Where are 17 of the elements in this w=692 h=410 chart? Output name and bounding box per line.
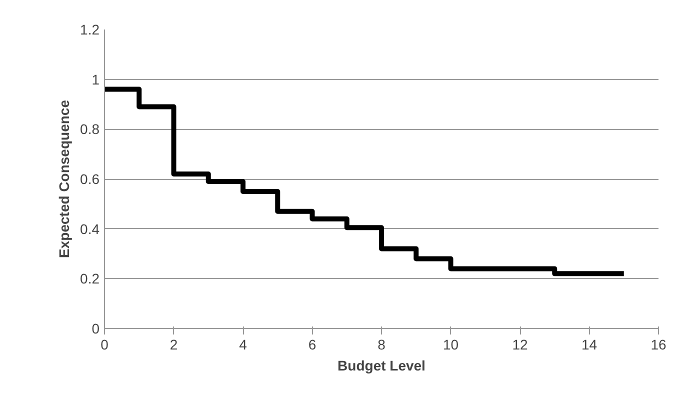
- y-tick-label: 1.2: [80, 22, 100, 38]
- x-tick-label: 16: [650, 336, 666, 352]
- y-tick-label: 1: [92, 71, 100, 88]
- y-tick-label: 0: [92, 320, 100, 336]
- x-tick-label: 4: [239, 336, 248, 352]
- x-tick-label: 6: [308, 336, 316, 352]
- x-tick-label: 12: [512, 336, 528, 352]
- x-tick-label: 14: [581, 336, 598, 352]
- y-tick-label: 0.6: [80, 171, 100, 187]
- x-tick-label: 8: [378, 336, 386, 352]
- x-tick-label: 10: [442, 336, 459, 352]
- y-tick-label: 0.8: [80, 121, 100, 138]
- y-tick-label: 0.2: [80, 270, 100, 287]
- y-tick-label: 0.4: [80, 220, 100, 237]
- x-tick-label: 2: [170, 336, 178, 352]
- x-axis-title: Budget Level: [338, 358, 426, 374]
- y-axis-title: Expected Consequence: [56, 100, 72, 258]
